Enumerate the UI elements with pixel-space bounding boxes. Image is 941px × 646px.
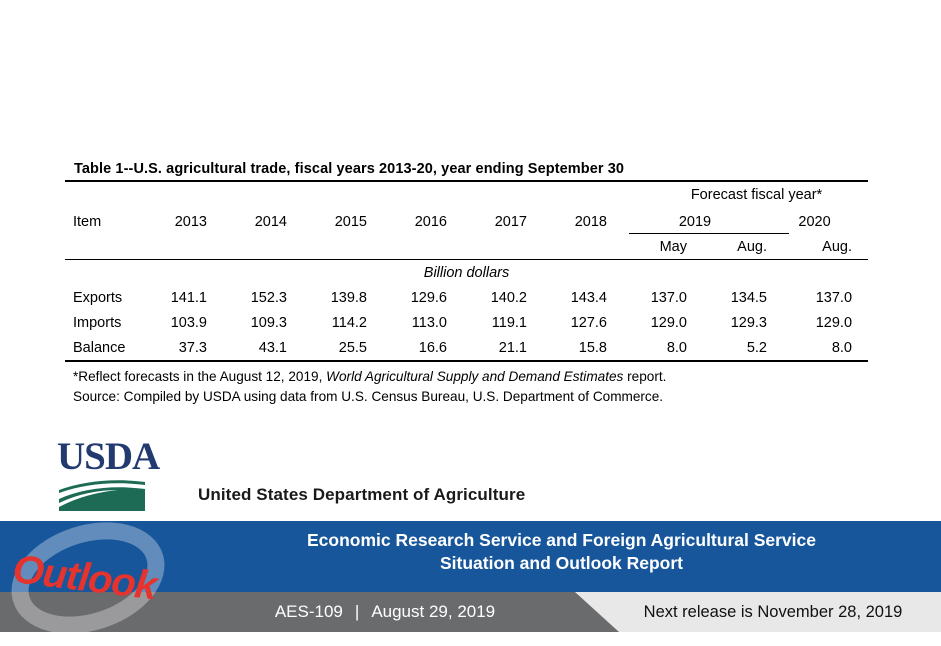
imports-2019-may: 129.0	[650, 314, 687, 331]
trade-table-section: Table 1--U.S. agricultural trade, fiscal…	[65, 161, 869, 404]
next-release-label: Next release is	[643, 602, 753, 621]
imports-2015: 114.2	[331, 314, 367, 331]
footer-title-line2: Situation and Outlook Report	[439, 553, 684, 573]
balance-2019-aug: 5.2	[746, 339, 767, 356]
forecast-2019-underline	[629, 233, 789, 234]
spacer-cell	[215, 235, 295, 260]
usda-wordmark: USDA	[57, 435, 160, 478]
next-release-text: Next release is November 28, 2019	[644, 603, 903, 622]
table-row-balance: Balance 37.3 43.1 25.5 16.6 21.1 15.8 8.…	[65, 335, 868, 361]
col-header-2019-label: 2019	[678, 213, 712, 230]
col-header-2016: 2016	[414, 213, 447, 230]
table-row-exports: Exports 141.1 152.3 139.8 129.6 140.2 14…	[65, 285, 868, 310]
row-label-imports: Imports	[73, 314, 122, 331]
spacer-cell	[535, 235, 615, 260]
report-id-line: AES-109 | August 29, 2019	[170, 592, 600, 632]
usda-field-swoosh-icon	[59, 480, 145, 511]
table-row-subheaders: May Aug. Aug.	[65, 235, 869, 260]
spacer-cell	[295, 235, 375, 260]
table-row-years: Item 2013 2014 2015 2016 2017 2018 2019 …	[65, 208, 868, 235]
report-id: AES-109	[274, 602, 343, 621]
exports-2020-aug: 137.0	[815, 289, 853, 306]
col-header-2019: 2019	[615, 208, 789, 235]
imports-2019-aug: 129.3	[730, 314, 767, 331]
table-source-note: Source: Compiled by USDA using data from…	[73, 389, 664, 404]
usda-logo-block: USDA United States Department of Agricul…	[57, 435, 527, 513]
spacer-cell	[137, 235, 215, 260]
outlook-logo: Outlook	[0, 521, 185, 634]
imports-2014: 109.3	[250, 314, 287, 331]
trade-table: Forecast fiscal year* Item 2013 2014 201…	[65, 180, 869, 362]
outlook-ellipse-icon	[11, 522, 165, 634]
report-id-separator: |	[354, 602, 360, 621]
exports-2018: 143.4	[570, 289, 607, 306]
col-header-2014: 2014	[254, 213, 287, 230]
col-header-2015: 2015	[334, 213, 367, 230]
imports-2018: 127.6	[570, 314, 607, 331]
col-header-2013: 2013	[174, 213, 207, 230]
footnote-report-title: World Agricultural Supply and Demand Est…	[326, 369, 624, 384]
row-label-exports: Exports	[73, 289, 123, 306]
exports-2017: 140.2	[490, 289, 527, 306]
spacer-cell	[65, 181, 615, 208]
col-header-2020: 2020	[798, 213, 831, 230]
subheader-2019-may: May	[615, 235, 695, 260]
exports-2016: 129.6	[410, 289, 447, 306]
footnote-suffix: report.	[623, 369, 667, 384]
balance-2020-aug: 8.0	[831, 339, 853, 356]
forecast-group-header: Forecast fiscal year*	[690, 187, 823, 203]
balance-2015: 25.5	[338, 339, 367, 356]
footer-blue-bar	[0, 521, 941, 592]
exports-2013: 141.1	[170, 289, 207, 306]
footer-light-bar: Next release is November 28, 2019	[575, 592, 941, 632]
imports-2013: 103.9	[170, 314, 207, 331]
imports-2016: 113.0	[411, 314, 447, 331]
exports-2015: 139.8	[330, 289, 367, 306]
footnote-prefix: *Reflect forecasts in the August 12, 201…	[73, 369, 327, 384]
report-date: August 29, 2019	[371, 602, 496, 621]
usda-org-name: United States Department of Agriculture	[198, 485, 526, 504]
spacer-cell	[65, 235, 137, 260]
balance-2018: 15.8	[578, 339, 607, 356]
exports-2019-may: 137.0	[650, 289, 687, 306]
table-title: Table 1--U.S. agricultural trade, fiscal…	[74, 161, 625, 177]
table-footnote: *Reflect forecasts in the August 12, 201…	[65, 369, 868, 384]
row-label-balance: Balance	[73, 339, 126, 356]
col-header-2017: 2017	[494, 213, 527, 230]
footer-report-title: Economic Research Service and Foreign Ag…	[190, 529, 933, 575]
balance-2019-may: 8.0	[666, 339, 687, 356]
spacer-cell	[455, 235, 535, 260]
spacer-cell	[375, 235, 455, 260]
exports-2014: 152.3	[250, 289, 287, 306]
subheader-2020-aug: Aug.	[775, 235, 869, 260]
col-header-2018: 2018	[574, 213, 607, 230]
balance-2013: 37.3	[178, 339, 207, 356]
table-row-forecast-group: Forecast fiscal year*	[65, 181, 868, 208]
footer-banner: Next release is November 28, 2019 Econom…	[0, 521, 941, 634]
balance-2017: 21.1	[498, 339, 527, 356]
subheader-2019-aug: Aug.	[695, 235, 775, 260]
balance-2014: 43.1	[258, 339, 287, 356]
next-release-date: November 28, 2019	[757, 602, 903, 621]
balance-2016: 16.6	[418, 339, 447, 356]
footer-title-line1: Economic Research Service and Foreign Ag…	[307, 530, 816, 550]
imports-2017: 119.1	[491, 314, 527, 331]
table-row-units: Billion dollars	[65, 260, 868, 286]
exports-2019-aug: 134.5	[730, 289, 767, 306]
units-label: Billion dollars	[423, 264, 510, 281]
col-header-item: Item	[73, 213, 102, 230]
imports-2020-aug: 129.0	[815, 314, 853, 331]
table-row-imports: Imports 103.9 109.3 114.2 113.0 119.1 12…	[65, 310, 868, 335]
